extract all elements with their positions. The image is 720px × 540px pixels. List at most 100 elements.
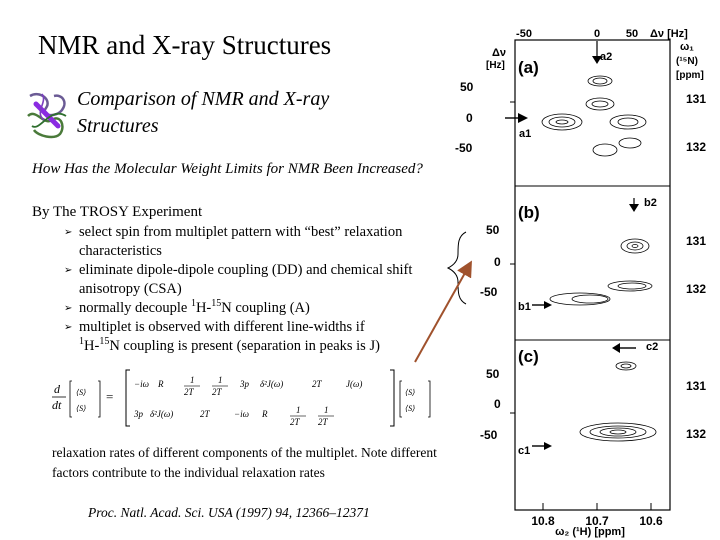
eq-r2: R bbox=[261, 409, 268, 419]
svg-text:δ²J(ω): δ²J(ω) bbox=[260, 379, 283, 389]
right-axis-label: ω₁ bbox=[680, 41, 694, 53]
svg-text:J(ω): J(ω) bbox=[346, 379, 362, 389]
bullet-text-post: N coupling is present (separation in pea… bbox=[109, 338, 380, 354]
slide-subtitle: Comparison of NMR and X-ray Structures bbox=[77, 88, 330, 137]
panel-a: (a) 50 0 -50 131 132 a2 a1 bbox=[455, 41, 706, 155]
panel-tick-label: 0 bbox=[494, 397, 501, 411]
svg-text:δ²J(ω): δ²J(ω) bbox=[150, 409, 173, 419]
eq-t6: 3p bbox=[133, 409, 144, 419]
isotope-superscript: 15 bbox=[211, 298, 222, 310]
top-tick-label: 0 bbox=[594, 28, 600, 40]
relaxation-matrix-equation: d dt ⟨S⟩ ⟨S⟩ = −iω R 1 2T 1 2T 3p δ²J(ω)… bbox=[52, 369, 431, 427]
eq-equals: = bbox=[106, 389, 113, 404]
bullet-item: ➢ eliminate dipole-dipole coupling (DD) a… bbox=[64, 261, 464, 299]
top-tick-label: -50 bbox=[516, 28, 532, 40]
svg-text:2T: 2T bbox=[184, 387, 195, 397]
svg-text:⟨S⟩: ⟨S⟩ bbox=[76, 404, 86, 413]
svg-text:⟨S⟩: ⟨S⟩ bbox=[76, 388, 86, 397]
svg-text:−iω: −iω bbox=[234, 409, 249, 419]
panel-tick-label: 0 bbox=[466, 111, 473, 125]
isotope-superscript: 1 bbox=[190, 298, 196, 310]
svg-text:⟨S⟩: ⟨S⟩ bbox=[405, 388, 415, 397]
arrow-bullet-icon: ➢ bbox=[64, 265, 73, 276]
peak-arrow-icon bbox=[544, 442, 552, 450]
svg-text:2T: 2T bbox=[290, 417, 301, 427]
top-axis-label: Δν [Hz] bbox=[650, 28, 688, 40]
peak-arrow-icon bbox=[612, 343, 620, 353]
eq-t7: 1 bbox=[296, 405, 301, 415]
peak-label: a2 bbox=[600, 51, 612, 63]
peak-label: c2 bbox=[646, 341, 658, 353]
bullet-item: ➢ multiplet is observed with different li… bbox=[64, 318, 464, 356]
svg-text:2T: 2T bbox=[200, 409, 211, 419]
peak-label: b2 bbox=[644, 197, 657, 209]
citation: Proc. Natl. Acad. Sci. USA (1997) 94, 12… bbox=[88, 505, 370, 520]
protein-structure-icon bbox=[27, 92, 67, 139]
eq-t1: 1 bbox=[190, 375, 195, 385]
svg-text:2T: 2T bbox=[318, 417, 329, 427]
bullet-text-mid: H- bbox=[195, 300, 212, 316]
eq-t8: 1 bbox=[324, 405, 329, 415]
bullet-text-pre: normally decouple bbox=[79, 300, 191, 316]
bullet-text: select spin from multiplet pattern with … bbox=[79, 224, 403, 259]
x-axis-label: ω₂ (¹H) [ppm] bbox=[555, 526, 625, 538]
panel-tick-label: 50 bbox=[460, 80, 474, 94]
trosy-spectra-figure: -50 0 50 Δν [Hz] ω₁ (¹⁵N) [ppm] Δν [Hz] … bbox=[455, 28, 706, 538]
svg-text:R: R bbox=[157, 379, 164, 389]
arrow-bullet-icon: ➢ bbox=[64, 303, 73, 314]
ppm-tick-label: 131 bbox=[686, 234, 706, 248]
panel-tick-label: 0 bbox=[494, 255, 501, 269]
peak-label: a1 bbox=[519, 128, 531, 140]
peak-label: b1 bbox=[518, 301, 531, 313]
x-tick-label: 10.6 bbox=[639, 514, 663, 528]
bullet-text-post: N coupling (A) bbox=[221, 300, 310, 316]
eq-t3: 3p bbox=[239, 379, 250, 389]
slide-title: NMR and X-ray Structures bbox=[38, 30, 332, 60]
svg-text:2T: 2T bbox=[212, 387, 223, 397]
ppm-tick-label: 132 bbox=[686, 140, 706, 154]
eq-d: d bbox=[54, 382, 61, 396]
svg-text:−iω: −iω bbox=[134, 379, 149, 389]
svg-text:⟨S⟩: ⟨S⟩ bbox=[405, 404, 415, 413]
peak-arrow-icon bbox=[629, 204, 639, 212]
ppm-tick-label: 132 bbox=[686, 282, 706, 296]
panel-tick-label: -50 bbox=[480, 428, 498, 442]
right-axis-label-nucleus: (¹⁵N) bbox=[676, 56, 698, 67]
bullet-text: multiplet is observed with different lin… bbox=[79, 319, 365, 335]
left-axis-label: Δν bbox=[492, 47, 506, 59]
right-axis-label-unit: [ppm] bbox=[676, 70, 704, 81]
panel-tick-label: -50 bbox=[455, 141, 473, 155]
contour-peaks bbox=[541, 75, 657, 442]
x-tick-label: 10.8 bbox=[531, 514, 555, 528]
relaxation-note: relaxation rates of different components… bbox=[52, 445, 437, 480]
peak-arrow-icon bbox=[544, 301, 552, 309]
bullet-text-mid: H- bbox=[84, 338, 100, 354]
question-heading: How Has the Molecular Weight Limits for … bbox=[32, 161, 423, 177]
ppm-tick-label: 131 bbox=[686, 379, 706, 393]
panel-label: (b) bbox=[518, 203, 540, 222]
top-tick-label: 50 bbox=[626, 28, 638, 40]
panel-tick-label: 50 bbox=[486, 223, 500, 237]
panel-label: (c) bbox=[518, 347, 539, 366]
panel-tick-label: 50 bbox=[486, 367, 500, 381]
eq-dt: dt bbox=[52, 398, 62, 412]
bullet-item: ➢ select spin from multiplet pattern with… bbox=[64, 223, 464, 261]
left-axis-label-unit: [Hz] bbox=[486, 60, 505, 71]
x-tick-label: 10.7 bbox=[585, 514, 609, 528]
peak-arrow-icon bbox=[592, 56, 602, 64]
panel-label: (a) bbox=[518, 58, 539, 77]
arrow-bullet-icon: ➢ bbox=[64, 322, 73, 333]
bullet-list: ➢ select spin from multiplet pattern with… bbox=[64, 223, 464, 356]
peak-arrow-icon bbox=[518, 113, 528, 123]
panel-b: (b) 50 0 -50 131 132 b2 b1 bbox=[480, 197, 706, 313]
intro-text: By The TROSY Experiment bbox=[32, 204, 203, 220]
eq-t2: 1 bbox=[218, 375, 223, 385]
panel-c: (c) 50 0 -50 131 132 c2 c1 bbox=[480, 341, 706, 457]
svg-text:2T: 2T bbox=[312, 379, 323, 389]
ppm-tick-label: 131 bbox=[686, 92, 706, 106]
isotope-superscript: 15 bbox=[99, 336, 110, 348]
bullet-item: ➢ normally decouple 1H-15N coupling (A) bbox=[64, 299, 464, 318]
ppm-tick-label: 132 bbox=[686, 427, 706, 441]
arrow-bullet-icon: ➢ bbox=[64, 227, 73, 238]
isotope-superscript: 1 bbox=[79, 336, 84, 348]
